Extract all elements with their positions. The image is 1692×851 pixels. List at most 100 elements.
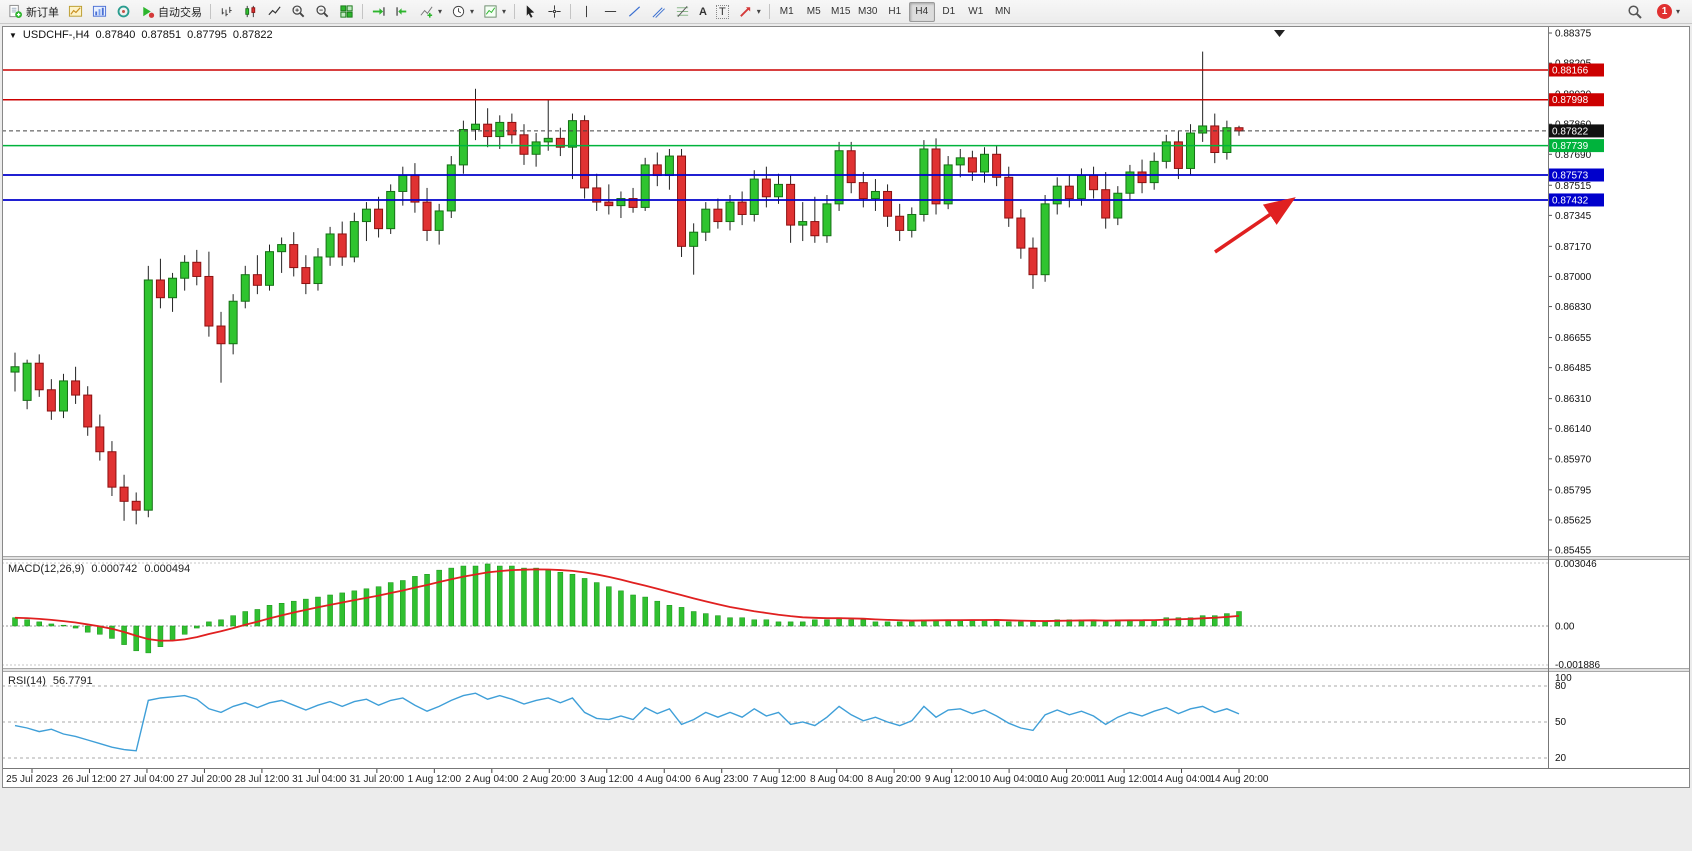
- trendline-tool-button[interactable]: [623, 2, 646, 22]
- svg-text:0.87690: 0.87690: [1555, 150, 1592, 161]
- toolbar-separator: [768, 4, 770, 19]
- line-chart-type-button[interactable]: [263, 2, 286, 22]
- svg-text:80: 80: [1555, 681, 1567, 692]
- timeframe-h4-button[interactable]: H4: [908, 1, 935, 22]
- svg-text:27 Jul 20:00: 27 Jul 20:00: [177, 774, 232, 785]
- candlestick-type-button[interactable]: [239, 2, 262, 22]
- svg-text:1 Aug 12:00: 1 Aug 12:00: [408, 774, 462, 785]
- svg-text:0.85795: 0.85795: [1555, 485, 1592, 496]
- chart-window: 0.883750.882050.880300.878600.876900.875…: [2, 26, 1690, 788]
- timeframe-w1-button[interactable]: W1: [963, 2, 989, 22]
- search-button[interactable]: [1623, 2, 1647, 22]
- svg-text:0.87000: 0.87000: [1555, 272, 1592, 283]
- label-tool-icon: T: [716, 4, 729, 19]
- svg-text:27 Jul 04:00: 27 Jul 04:00: [120, 774, 175, 785]
- bar-chart-type-button[interactable]: [215, 2, 238, 22]
- svg-text:0.87822: 0.87822: [1552, 126, 1589, 137]
- auto-trading-button[interactable]: 自动交易: [136, 2, 206, 22]
- svg-text:50: 50: [1555, 717, 1567, 728]
- notifications-caret-icon: ▾: [1675, 7, 1680, 16]
- notification-badge: 1: [1656, 4, 1672, 19]
- fibonacci-tool-button[interactable]: [671, 2, 694, 22]
- svg-text:11 Aug 12:00: 11 Aug 12:00: [1095, 774, 1154, 785]
- svg-text:0.85455: 0.85455: [1555, 546, 1592, 557]
- text-tool-button[interactable]: A: [695, 2, 711, 22]
- candlestick-icon: [243, 4, 258, 19]
- vertical-line-icon: [579, 4, 594, 19]
- cursor-icon: [523, 4, 538, 19]
- annotation-arrow[interactable]: [1214, 197, 1296, 254]
- clock-icon: [451, 4, 466, 19]
- toolbar-separator: [514, 4, 516, 19]
- new-chart-button[interactable]: [64, 2, 87, 22]
- svg-text:2 Aug 04:00: 2 Aug 04:00: [465, 774, 519, 785]
- timeframe-mn-button[interactable]: MN: [990, 2, 1016, 22]
- templates-button[interactable]: ▾: [479, 2, 510, 22]
- svg-text:20: 20: [1555, 753, 1567, 764]
- fibonacci-icon: [675, 4, 690, 19]
- horizontal-line-tool-button[interactable]: [599, 2, 622, 22]
- notifications-button[interactable]: 1 ▾: [1653, 2, 1684, 22]
- crosshair-button[interactable]: [543, 2, 566, 22]
- svg-text:0.87345: 0.87345: [1555, 211, 1592, 222]
- svg-text:31 Jul 04:00: 31 Jul 04:00: [292, 774, 347, 785]
- svg-text:26 Jul 12:00: 26 Jul 12:00: [62, 774, 117, 785]
- toolbar-separator: [362, 4, 363, 19]
- market-watch-icon: [116, 4, 131, 19]
- svg-text:100: 100: [1555, 673, 1572, 684]
- svg-text:9 Aug 12:00: 9 Aug 12:00: [925, 774, 979, 785]
- svg-text:8 Aug 20:00: 8 Aug 20:00: [867, 774, 921, 785]
- indicators-icon: [419, 4, 434, 19]
- timeframe-m15-button[interactable]: M15: [828, 2, 854, 22]
- toolbar-separator: [570, 4, 572, 19]
- timeframe-m30-button[interactable]: M30: [855, 2, 881, 22]
- profiles-button[interactable]: [88, 2, 111, 22]
- vertical-line-tool-button[interactable]: [575, 2, 598, 22]
- svg-text:28 Jul 12:00: 28 Jul 12:00: [235, 774, 290, 785]
- templates-caret-icon: ▾: [502, 7, 507, 16]
- auto-scroll-icon: [371, 4, 386, 19]
- market-watch-button[interactable]: [112, 2, 135, 22]
- timeframe-d1-button[interactable]: D1: [936, 2, 962, 22]
- new-order-button[interactable]: 新订单: [4, 2, 63, 22]
- chart-shift-marker-icon[interactable]: [1274, 30, 1285, 37]
- svg-text:0.88375: 0.88375: [1555, 29, 1592, 40]
- auto-scroll-button[interactable]: [367, 2, 390, 22]
- arrows-tool-button[interactable]: ▾: [734, 2, 765, 22]
- svg-text:14 Aug 20:00: 14 Aug 20:00: [1210, 774, 1269, 785]
- zoom-out-icon: [315, 4, 330, 19]
- timeframe-m1-button[interactable]: M1: [774, 2, 800, 22]
- timeframe-m5-button[interactable]: M5: [801, 2, 827, 22]
- tile-windows-button[interactable]: [335, 2, 358, 22]
- timeframe-h1-button[interactable]: H1: [882, 2, 908, 22]
- svg-text:7 Aug 12:00: 7 Aug 12:00: [752, 774, 806, 785]
- horizontal-line-icon: [603, 4, 618, 19]
- periods-caret-icon: ▾: [470, 7, 475, 16]
- cursor-button[interactable]: [519, 2, 542, 22]
- auto-trading-icon: [140, 4, 155, 19]
- toolbar: 新订单 自动交易: [0, 0, 1692, 24]
- svg-text:3 Aug 12:00: 3 Aug 12:00: [580, 774, 634, 785]
- svg-text:0.87170: 0.87170: [1555, 242, 1592, 253]
- profiles-icon: [92, 4, 107, 19]
- svg-text:0.86830: 0.86830: [1555, 302, 1592, 313]
- indicators-button[interactable]: ▾: [415, 2, 446, 22]
- new-order-icon: [8, 4, 23, 19]
- arrows-tool-icon: [738, 4, 753, 19]
- svg-text:0.87432: 0.87432: [1552, 195, 1589, 206]
- svg-text:0.88166: 0.88166: [1552, 66, 1589, 77]
- toolbar-separator: [210, 4, 211, 19]
- window-bottom-margin: [0, 790, 1692, 851]
- svg-text:0.87998: 0.87998: [1552, 95, 1589, 106]
- zoom-out-button[interactable]: [311, 2, 334, 22]
- chart-shift-button[interactable]: [391, 2, 414, 22]
- channel-tool-button[interactable]: [647, 2, 670, 22]
- periods-button[interactable]: ▾: [447, 2, 478, 22]
- search-icon: [1627, 4, 1643, 20]
- svg-text:0.87515: 0.87515: [1555, 181, 1592, 192]
- chart-area[interactable]: 0.883750.882050.880300.878600.876900.875…: [2, 26, 1690, 788]
- zoom-in-button[interactable]: [287, 2, 310, 22]
- label-tool-button[interactable]: T: [712, 2, 733, 22]
- svg-text:0.86485: 0.86485: [1555, 363, 1592, 374]
